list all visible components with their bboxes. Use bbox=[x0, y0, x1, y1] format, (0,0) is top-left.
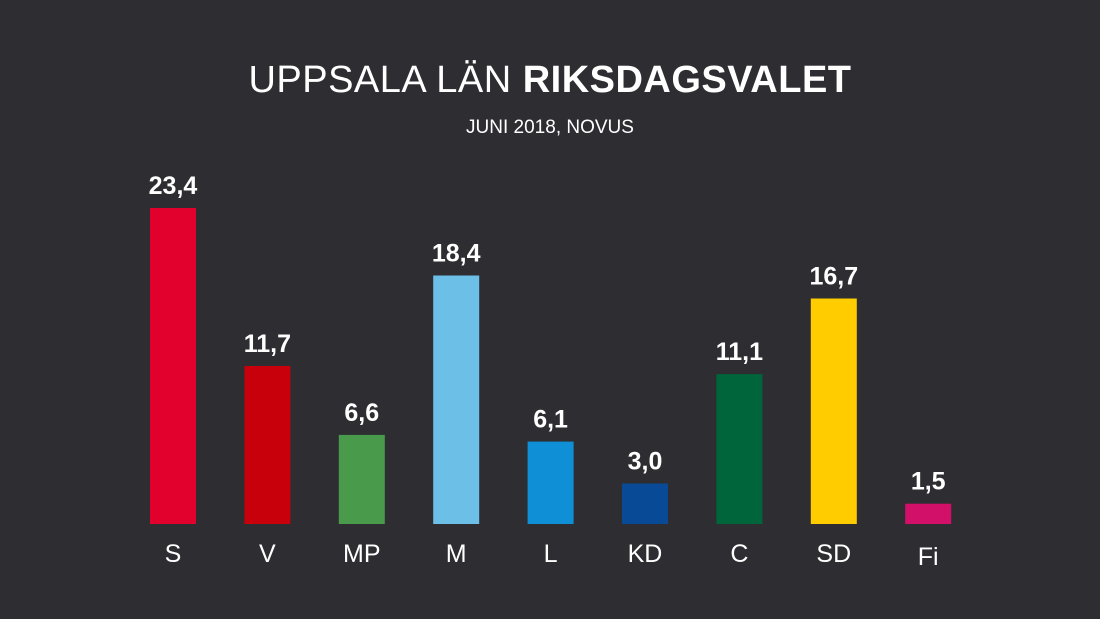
category-label-l: L bbox=[544, 540, 558, 568]
value-labels-group: 23,4 11,7 6,6 18,4 6,1 3,0 11,1 16,7 1,5 bbox=[149, 172, 946, 496]
value-label-fi: 1,5 bbox=[911, 468, 946, 496]
bar-l bbox=[527, 441, 574, 524]
category-label-m: M bbox=[446, 540, 467, 568]
value-label-kd: 3,0 bbox=[628, 448, 663, 476]
category-labels-group: S V MP M L KD C SD Fi bbox=[165, 540, 939, 571]
bar-m bbox=[433, 275, 480, 524]
chart-title: UPPSALA LÄN RIKSDAGSVALET bbox=[0, 58, 1100, 102]
chart-subtitle: JUNI 2018, NOVUS bbox=[466, 117, 634, 138]
bars-group bbox=[150, 208, 952, 524]
bar-s bbox=[150, 208, 196, 524]
category-label-sd: SD bbox=[816, 540, 851, 568]
category-label-c: C bbox=[730, 540, 748, 568]
chart-title-election: RIKSDAGSVALET bbox=[522, 59, 852, 101]
value-label-s: 23,4 bbox=[149, 172, 198, 200]
value-label-v: 11,7 bbox=[244, 330, 291, 358]
category-label-s: S bbox=[165, 540, 182, 568]
value-label-m: 18,4 bbox=[432, 240, 481, 268]
value-label-mp: 6,6 bbox=[344, 399, 379, 427]
category-label-kd: KD bbox=[628, 540, 663, 568]
bar-kd bbox=[622, 483, 668, 524]
bar-sd bbox=[810, 298, 857, 524]
bar-mp bbox=[338, 434, 385, 524]
bar-c bbox=[716, 374, 763, 524]
bar-fi bbox=[905, 503, 952, 524]
chart-title-region: UPPSALA LÄN bbox=[248, 59, 512, 101]
bar-v bbox=[244, 366, 291, 524]
value-label-l: 6,1 bbox=[533, 406, 568, 434]
category-label-mp: MP bbox=[343, 540, 381, 568]
value-label-c: 11,1 bbox=[716, 338, 763, 366]
category-label-fi: Fi bbox=[918, 543, 939, 571]
category-label-v: V bbox=[259, 540, 276, 568]
value-label-sd: 16,7 bbox=[809, 263, 858, 291]
